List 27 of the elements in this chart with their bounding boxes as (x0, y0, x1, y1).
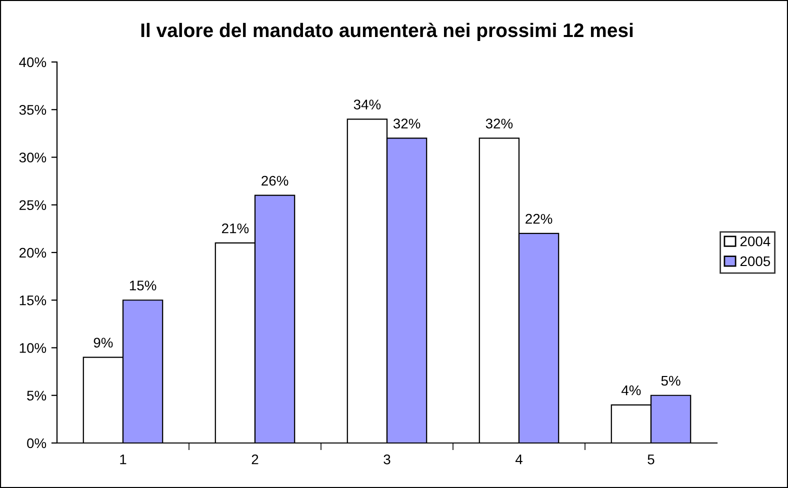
y-tick-label: 20% (19, 248, 46, 258)
y-tick-label: 0% (27, 438, 46, 448)
data-label: 15% (130, 280, 156, 290)
data-label: 22% (526, 214, 552, 224)
y-tick-label: 15% (20, 296, 46, 306)
legend-label: 2004 (740, 236, 770, 246)
y-tick-label: 40% (19, 57, 46, 68)
y-tick-label: 10% (20, 343, 46, 353)
x-tick-label: 1 (120, 454, 126, 464)
x-tick-label: 3 (384, 454, 390, 464)
data-label: 21% (222, 223, 249, 234)
y-tick-label: 25% (19, 200, 46, 210)
legend-label: 2005 (740, 256, 770, 266)
data-label: 32% (393, 118, 420, 129)
y-tick-label: 5% (27, 390, 46, 401)
data-label: 34% (354, 100, 381, 110)
data-label: 5% (661, 376, 680, 386)
data-label: 32% (486, 118, 513, 129)
x-tick-label: 5 (648, 454, 654, 464)
x-tick-label: 2 (252, 454, 258, 464)
y-tick-label: 30% (19, 152, 46, 162)
data-label: 26% (262, 176, 288, 186)
data-label: 9% (94, 338, 113, 348)
chart-title: Il valore del mandato aumenterà nei prossimi 12 mesi (141, 22, 633, 42)
y-tick-label: 35% (19, 104, 46, 115)
x-tick-label: 4 (515, 454, 522, 464)
data-label: 4% (621, 385, 641, 396)
